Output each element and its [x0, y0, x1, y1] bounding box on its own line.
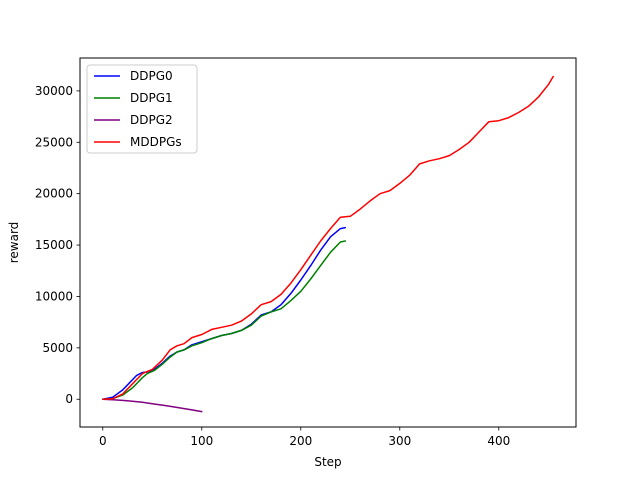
y-tick-label: 0 — [65, 392, 73, 406]
y-axis-label: reward — [7, 222, 21, 264]
x-tick-label: 0 — [99, 434, 107, 448]
plot-lines — [102, 75, 554, 413]
series-line-ddpg2 — [102, 398, 203, 413]
plot-frame — [79, 57, 577, 428]
legend-label: DDPG0 — [130, 69, 173, 83]
legend-label: DDPG2 — [130, 113, 173, 127]
x-tick-label: 400 — [487, 434, 510, 448]
x-tick-label: 100 — [190, 434, 213, 448]
series-line-ddpg0 — [102, 226, 347, 400]
y-axis-ticks: 0 5000 10000 15000 20000 25000 30000 — [35, 84, 80, 406]
y-tick-label: 20000 — [35, 187, 73, 201]
legend-box — [86, 64, 198, 154]
legend-label: DDPG1 — [130, 91, 173, 105]
y-tick-label: 30000 — [35, 84, 73, 98]
series-line-mddpgs — [102, 75, 554, 400]
series-line-ddpg1 — [102, 240, 347, 400]
x-tick-label: 200 — [289, 434, 312, 448]
legend: DDPG0 DDPG1 DDPG2 MDDPGs — [86, 64, 198, 154]
y-tick-label: 5000 — [42, 341, 73, 355]
x-tick-label: 300 — [388, 434, 411, 448]
legend-label: MDDPGs — [130, 135, 182, 149]
y-tick-label: 10000 — [35, 289, 73, 303]
y-tick-label: 25000 — [35, 135, 73, 149]
x-axis-label: Step — [314, 455, 341, 469]
y-tick-label: 15000 — [35, 238, 73, 252]
x-axis-ticks: 0 100 200 300 400 — [99, 427, 510, 448]
